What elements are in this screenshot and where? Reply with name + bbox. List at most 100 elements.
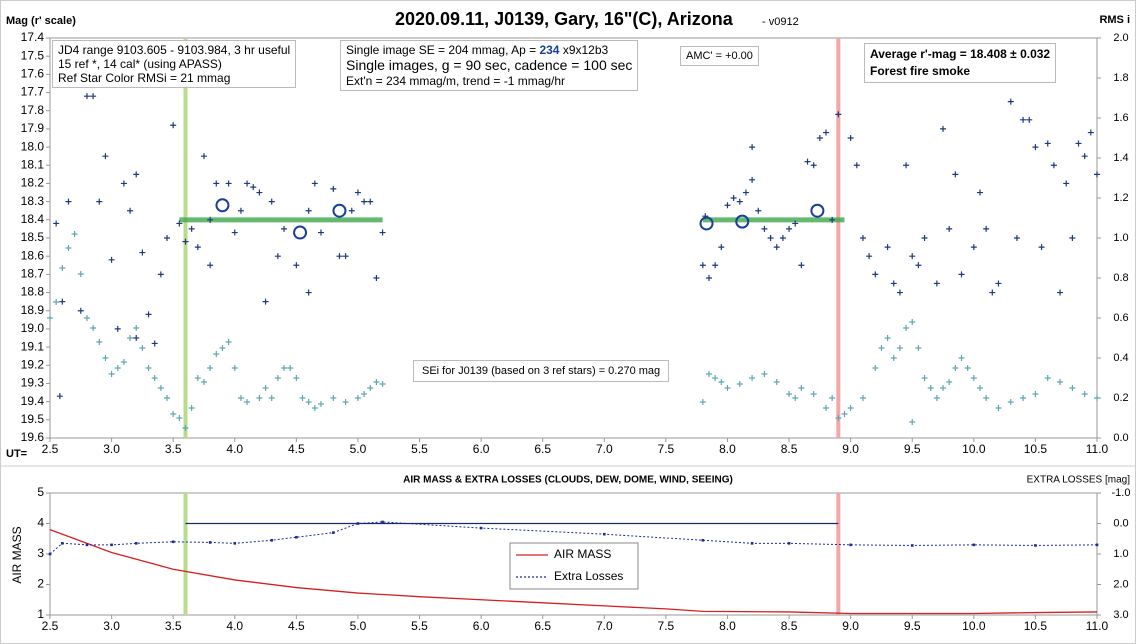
plus-point — [933, 395, 940, 401]
plus-point — [730, 195, 737, 201]
plus-point — [1075, 140, 1082, 147]
plus-point — [995, 405, 1002, 411]
plus-point — [786, 225, 793, 232]
x-tick-label: 2.5 — [42, 619, 59, 633]
info-line: JD4 range 9103.605 - 9103.984, 3 hr usef… — [58, 43, 291, 57]
y-tick-label: 4 — [37, 516, 44, 530]
x-tick-label: 9.0 — [842, 442, 859, 456]
plus-point — [976, 385, 983, 391]
plus-point — [804, 158, 811, 165]
plus-point — [293, 262, 300, 269]
y-tick-label: 18.2 — [21, 176, 45, 190]
plus-point — [96, 339, 103, 345]
y-tick-label: 17.4 — [21, 30, 45, 44]
plus-point — [59, 298, 66, 305]
circle-point — [699, 216, 714, 231]
y2-tick-label: 2.0 — [1113, 32, 1128, 44]
plus-point — [921, 235, 928, 241]
plus-point — [847, 405, 854, 411]
series-line — [49, 528, 1098, 615]
plus-point — [705, 371, 712, 377]
y2-tick-label: 3.0 — [1113, 609, 1128, 621]
plus-point — [792, 220, 799, 227]
y2-tick-label: 1.2 — [1113, 192, 1128, 204]
x-tick-label: 3.5 — [165, 619, 182, 633]
plus-point — [108, 371, 115, 377]
plus-point — [83, 315, 90, 321]
y2-tick-label: -1.0 — [1112, 487, 1131, 499]
plus-point — [188, 405, 195, 411]
plus-point — [287, 365, 294, 371]
plus-point — [1069, 235, 1076, 241]
plus-point — [705, 275, 712, 281]
series-point — [972, 543, 976, 547]
plus-point — [102, 153, 109, 160]
plus-point — [231, 365, 238, 371]
x-tick-label: 10.5 — [1024, 442, 1048, 456]
plus-point — [336, 253, 343, 260]
y-tick-label: 19.0 — [21, 321, 45, 335]
plus-point — [1007, 399, 1014, 405]
plus-point — [213, 180, 220, 187]
plus-point — [995, 280, 1002, 287]
plus-point — [373, 379, 380, 385]
x-tick-label: 6.0 — [473, 442, 490, 456]
y-tick-label: 18.7 — [21, 267, 45, 281]
y-tick-label: 19.6 — [21, 430, 45, 444]
y-tick-label: 19.1 — [21, 339, 45, 353]
series-point — [356, 522, 360, 525]
x-tick-label: 8.0 — [719, 442, 736, 456]
series-point — [233, 542, 237, 545]
y2-tick-label: 1.0 — [1113, 548, 1128, 560]
plus-point — [1007, 98, 1014, 105]
y-tick-label: 17.5 — [21, 48, 45, 62]
plus-point — [970, 244, 977, 251]
plus-point — [182, 238, 189, 245]
plus-point — [379, 229, 386, 236]
plus-point — [952, 365, 959, 371]
x-tick-label: 5.0 — [350, 619, 367, 633]
plus-point — [170, 411, 177, 417]
plus-point — [1032, 391, 1039, 397]
y-tick-label: 18.5 — [21, 230, 45, 244]
circle-point — [810, 203, 825, 218]
plus-point — [299, 395, 306, 401]
plus-point — [1020, 395, 1027, 401]
plus-point — [145, 365, 152, 371]
plus-point — [909, 253, 916, 260]
y2-tick-label: 0.2 — [1113, 392, 1128, 404]
plus-point — [182, 425, 189, 431]
plus-point — [761, 225, 768, 232]
plus-point — [330, 395, 337, 401]
plus-point — [157, 271, 164, 278]
plus-point — [200, 379, 207, 385]
x-tick-label: 4.5 — [288, 442, 305, 456]
plus-point — [274, 253, 281, 260]
plus-point — [958, 355, 965, 361]
series-point — [85, 543, 89, 547]
plus-point — [810, 391, 817, 397]
plus-point — [718, 244, 725, 251]
info-box: Single image SE = 204 mmag, Ap = 234 x9x… — [340, 40, 639, 91]
y2-tick-label: 0.6 — [1113, 312, 1128, 324]
x-tick-label: 4.0 — [226, 619, 243, 633]
x-tick-label: 5.0 — [350, 442, 367, 456]
plus-point — [133, 325, 140, 331]
y-tick-label: 17.8 — [21, 103, 45, 117]
x-tick-label: 6.5 — [534, 619, 551, 633]
y2-tick-label: 0.0 — [1113, 432, 1128, 444]
plus-point — [699, 262, 706, 269]
plus-point — [983, 395, 990, 401]
plus-point — [890, 355, 897, 361]
series-point — [910, 544, 914, 547]
plus-point — [940, 125, 947, 132]
plus-point — [114, 325, 121, 332]
x-tick-label: 7.5 — [658, 442, 675, 456]
plus-point — [305, 207, 312, 214]
plus-point — [139, 249, 146, 256]
x-tick-label: 5.5 — [411, 442, 428, 456]
plus-point — [348, 207, 355, 214]
y-tick-label: 19.4 — [21, 394, 45, 408]
plus-point — [1094, 171, 1100, 178]
plus-point — [53, 299, 60, 305]
